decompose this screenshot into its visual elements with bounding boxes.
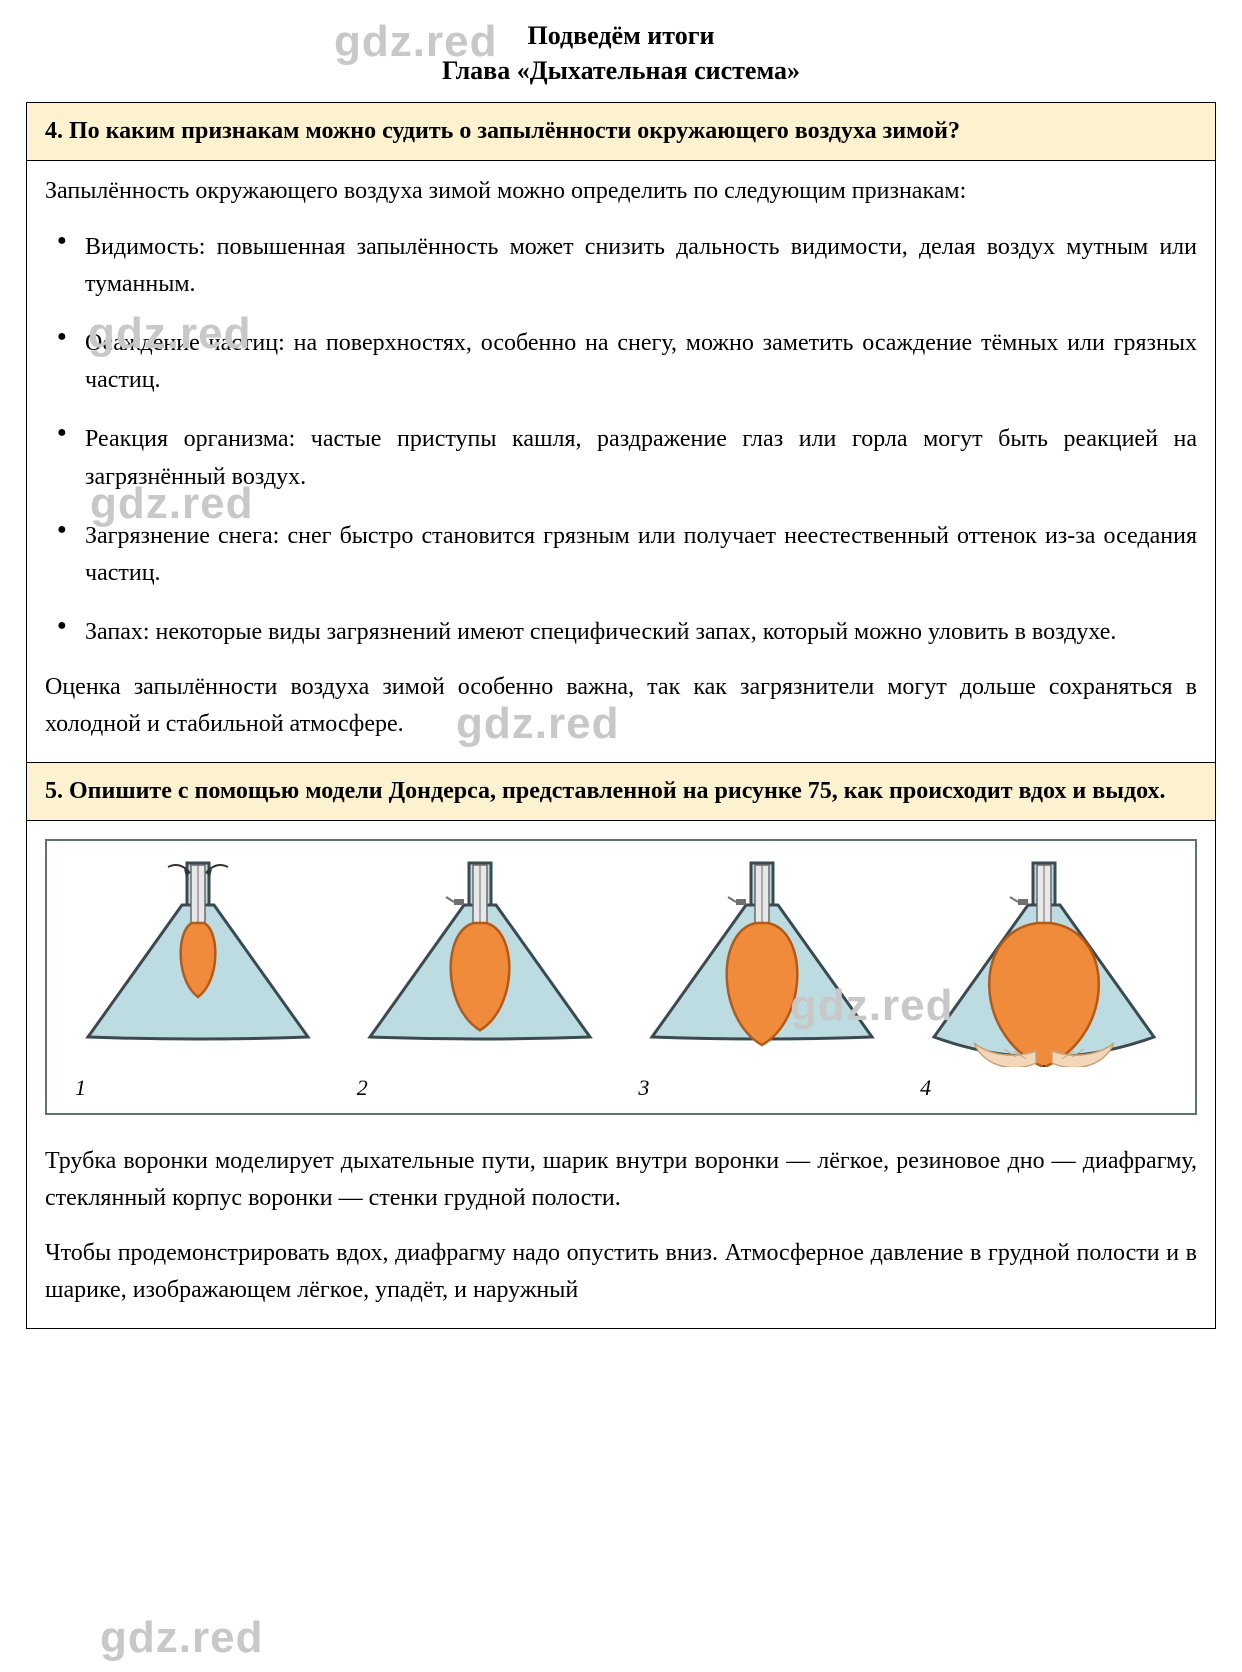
watermark: gdz.red (100, 1604, 263, 1672)
bullet-item: Реакция организма: частые приступы кашля… (85, 421, 1197, 495)
question-4-text: 4. По каким признакам можно судить о зап… (27, 103, 1215, 161)
bullet-item: Осаждение частиц: на поверхностях, особе… (85, 325, 1197, 399)
subfig-label: 3 (638, 1071, 649, 1105)
question-5-text: 5. Опишите с помощью модели Дондерса, пр… (27, 763, 1215, 821)
answer-4-intro: Запылённость окружающего воздуха зимой м… (45, 173, 1197, 210)
answer-4-closing: Оценка запылённости воздуха зимой особен… (45, 669, 1197, 743)
donders-subfig-1: 1 (65, 857, 332, 1105)
answer-4: Запылённость окружающего воздуха зимой м… (27, 161, 1215, 761)
bullet-item: Загрязнение снега: снег быстро становитс… (85, 518, 1197, 592)
subfig-label: 4 (920, 1071, 931, 1105)
page-header: Подведём итоги Глава «Дыхательная систем… (26, 18, 1216, 88)
donders-subfig-3: 3 (628, 857, 895, 1105)
question-4-box: 4. По каким признакам можно судить о зап… (26, 102, 1216, 762)
header-line-1: Подведём итоги (26, 18, 1216, 53)
question-5-box: 5. Опишите с помощью модели Дондерса, пр… (26, 763, 1216, 1329)
bullet-item: Видимость: повышенная запылённость может… (85, 229, 1197, 303)
header-line-2: Глава «Дыхательная система» (26, 53, 1216, 88)
answer-5: 1 2 (27, 821, 1215, 1328)
donders-subfig-4: 4 (910, 857, 1177, 1105)
bullet-item: Запах: некоторые виды загрязнений имеют … (85, 614, 1197, 651)
donders-subfig-2: 2 (347, 857, 614, 1105)
subfig-label: 1 (75, 1071, 86, 1105)
answer-5-para-2: Чтобы продемонстрировать вдох, диафрагму… (45, 1235, 1197, 1309)
answer-4-bullets: Видимость: повышенная запылённость может… (45, 229, 1197, 652)
subfig-label: 2 (357, 1071, 368, 1105)
donders-figure: 1 2 (45, 839, 1197, 1115)
answer-5-para-1: Трубка воронки моделирует дыхательные пу… (45, 1143, 1197, 1217)
